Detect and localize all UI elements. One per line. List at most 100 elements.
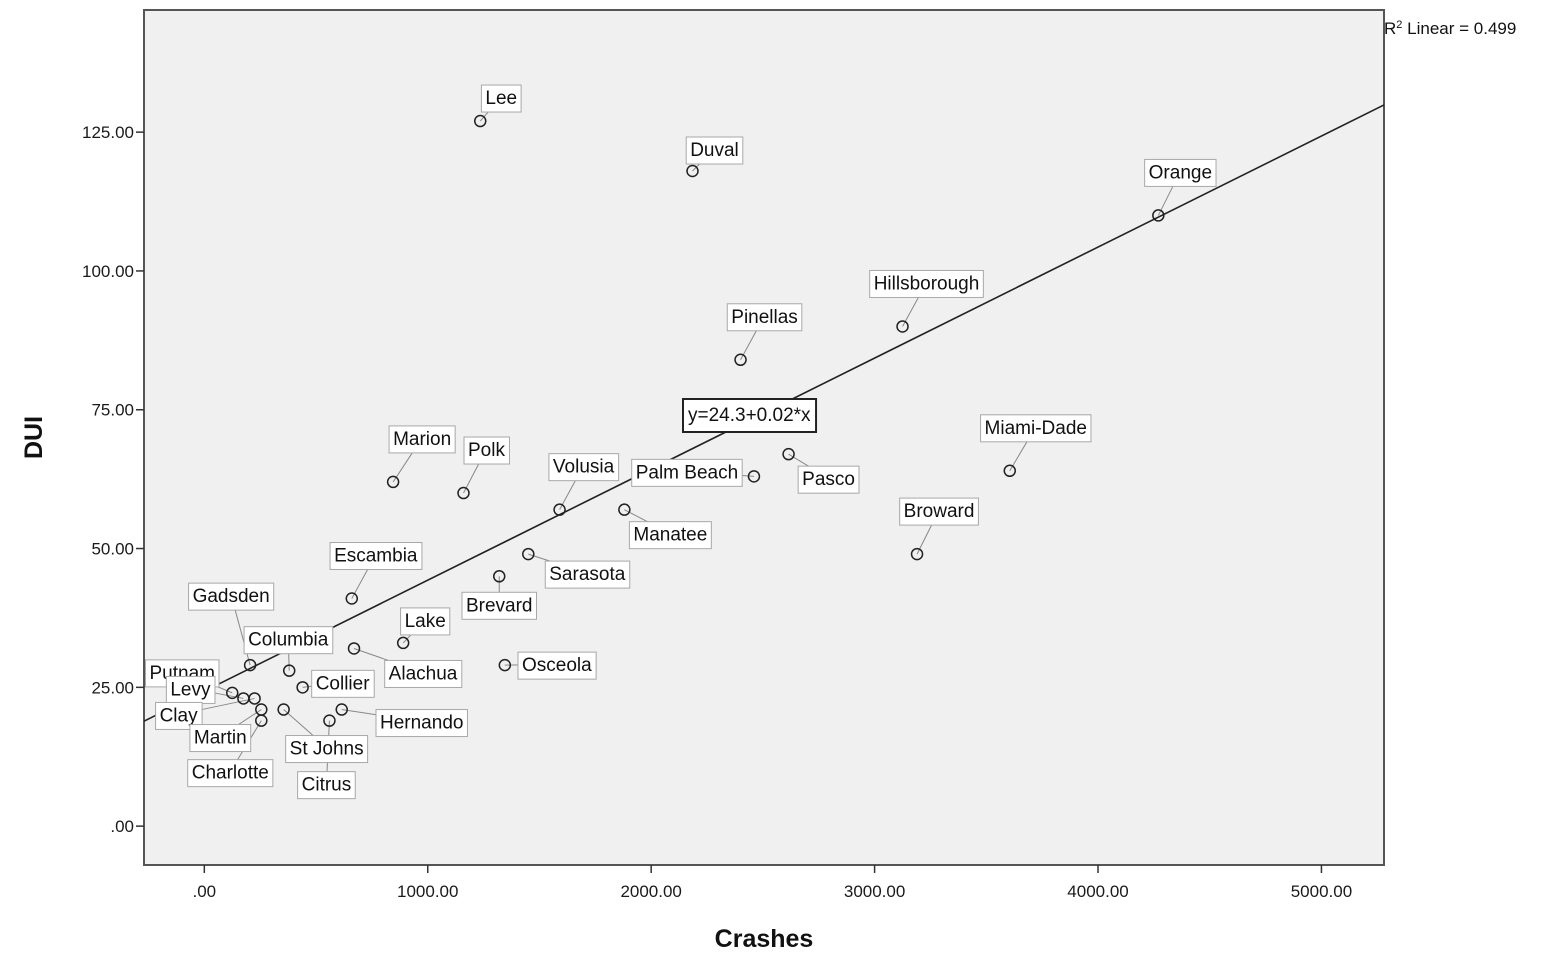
point-label-escambia: Escambia [329,542,423,571]
point-columbia [282,664,296,677]
point-citrus [323,714,336,727]
label-box [297,771,356,800]
label-box [869,269,984,298]
point-label-text: Brevard [466,595,533,616]
point-label-text: Sarasota [549,564,625,585]
point-label-brevard: Brevard [461,591,538,620]
point-label-text: Orange [1149,162,1212,183]
point-label-lee: Lee [480,84,522,113]
point-manatee [618,503,631,516]
point-label-text: Charlotte [192,763,269,784]
r2-sup: 2 [1396,19,1402,31]
point-label-text: Gadsden [193,586,270,607]
annotations-layer: y=24.3+0.02*x R2 Linear = 0.499 [682,19,1516,433]
point-label-columbia: Columbia [243,626,334,655]
point-lake [396,636,410,650]
point-label-pinellas: Pinellas [726,303,803,332]
point-label-text: Lee [485,88,517,109]
point-label-text: Columbia [248,630,329,651]
point-label-st-johns: St Johns [285,735,369,764]
point-sarasota [522,547,535,561]
x-tick-label: .00 [193,882,217,901]
x-tick-label: 2000.00 [620,882,681,901]
point-label-text: Duval [690,140,739,161]
point-label-text: Volusia [553,457,615,478]
point-miami-dade [1003,464,1017,478]
point-marion [386,475,400,489]
label-box [461,591,538,620]
label-box [797,465,860,494]
y-tick-label: 25.00 [91,678,134,697]
plot-area [143,9,1385,866]
y-tick-label: .00 [110,817,134,836]
point-osceola [498,658,512,672]
point-label-text: Pinellas [731,307,798,328]
point-label-pasco: Pasco [797,465,860,494]
axes-layer: .00 1000.00 2000.00 3000.00 4000.00 5000.00 .0… [82,123,1352,901]
point-broward [910,547,924,561]
label-box [388,425,456,454]
point-label-text: Broward [904,501,975,522]
r2-base: R [1384,19,1396,38]
point-label-charlotte: Charlotte [187,759,274,788]
label-box [165,675,216,704]
equation-box: y=24.3+0.02*x [682,398,818,433]
point-label-marion: Marion [388,425,456,454]
point-label-collier: Collier [311,669,375,698]
label-box [628,521,712,550]
x-tick-label: 5000.00 [1291,882,1352,901]
fit-equation: y=24.3+0.02*x [688,405,811,426]
point-gadsden [243,658,257,672]
point-label-text: Marion [393,429,451,450]
y-tick-label: 75.00 [91,401,134,420]
y-tick-label: 125.00 [82,123,134,142]
point-label-manatee: Manatee [628,521,712,550]
label-box [899,497,979,526]
point-label-volusia: Volusia [548,453,620,482]
point-label-sarasota: Sarasota [544,560,631,589]
r2-value: Linear = 0.499 [1402,19,1516,38]
point-label-text: Levy [170,679,211,700]
label-box [980,414,1092,443]
point-label-polk: Polk [463,436,510,465]
point-label-text: Polk [468,440,505,461]
label-box [685,136,744,165]
point-label-hillsborough: Hillsborough [869,269,984,298]
points-layer [226,114,1165,727]
point-label-miami-dade: Miami-Dade [980,414,1092,443]
x-tick-label: 4000.00 [1067,882,1128,901]
point-label-text: Manatee [633,525,707,546]
point-label-duval: Duval [685,136,744,165]
point-st-johns [277,703,290,716]
point-alachua [347,642,361,655]
y-tick-label: 100.00 [82,262,134,281]
point-label-text: Osceola [522,655,592,676]
y-tick-label: 50.00 [91,540,134,559]
label-box [1144,158,1217,187]
point-label-text: Martin [194,728,247,749]
point-pasco [782,447,795,461]
point-labels-layer: Lee Duval Orange Hillsborough Pinellas Pasco M… [145,84,1217,800]
point-label-text: Lake [405,611,446,632]
point-label-gadsden: Gadsden [188,582,275,611]
point-label-text: Miami-Dade [985,418,1087,439]
point-putnam [226,686,239,700]
label-box [311,669,375,698]
point-label-text: Pasco [802,469,855,490]
label-box [480,84,522,113]
label-box [384,659,463,688]
point-palm-beach [747,470,761,483]
point-label-palm-beach: Palm Beach [631,458,743,487]
point-label-citrus: Citrus [297,771,356,800]
point-label-text: Palm Beach [636,462,738,483]
label-box [285,735,369,764]
point-collier [296,681,309,694]
label-box [375,709,468,738]
label-box [187,759,274,788]
label-box [400,607,451,636]
point-lee [474,114,487,128]
point-pinellas [734,353,747,367]
label-box [548,453,620,482]
x-axis-title: Crashes [715,925,814,953]
